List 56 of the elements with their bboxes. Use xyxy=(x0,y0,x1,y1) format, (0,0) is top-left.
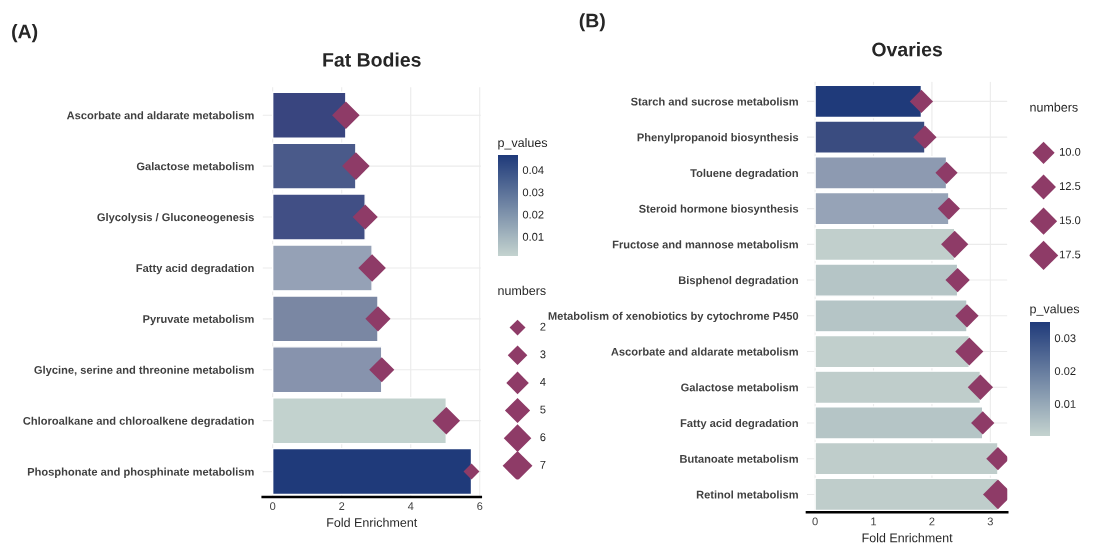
bar xyxy=(271,447,473,496)
color-bar-label: 0.03 xyxy=(1054,334,1076,343)
legend-label: 4 xyxy=(540,378,546,386)
legend-label: 2 xyxy=(540,322,546,331)
x-tick-label: 0 xyxy=(270,502,276,511)
legend-label: 5 xyxy=(540,405,546,414)
y-tick-label: Fatty acid degradation xyxy=(680,418,798,430)
legend-label: 17.5 xyxy=(1059,250,1081,259)
y-tick-label: Bisphenol degradation xyxy=(678,276,798,287)
y-tick-label: Phosphonate and phosphinate metabolism xyxy=(27,467,254,478)
text: (A) xyxy=(12,24,38,43)
color-bar-title: p_values xyxy=(1030,304,1080,316)
y-tick-label: Pyruvate metabolism xyxy=(143,314,254,326)
x-tick-label: 2 xyxy=(929,517,935,526)
y-tick-label: Fatty acid degradation xyxy=(136,263,254,275)
legend-label: 10.0 xyxy=(1059,147,1081,156)
x-tick-label: 2 xyxy=(339,502,345,510)
y-tick-label: Chloroalkane and chloroalkene degradation xyxy=(23,416,254,428)
legend-label: 15.0 xyxy=(1059,216,1081,225)
y-tick-label: Retinol metabolism xyxy=(696,490,798,499)
y-tick-label: Phenylpropanoid biosynthesis xyxy=(637,133,799,144)
y-tick-label: Fructose and mannose metabolism xyxy=(612,240,798,249)
y-tick-label: Starch and sucrose metabolism xyxy=(630,97,798,106)
y-tick-label: Glycine, serine and threonine metabolism xyxy=(34,365,254,377)
y-tick-label: Toluene degradation xyxy=(690,168,798,180)
color-bar-label: 0.03 xyxy=(522,188,544,197)
x-tick-label: 0 xyxy=(812,517,818,526)
legend-label: 6 xyxy=(540,433,546,442)
x-axis-title: Fold Enrichment xyxy=(862,533,953,543)
color-bar-label: 0.04 xyxy=(522,166,544,175)
legend-label: 12.5 xyxy=(1059,182,1081,190)
y-tick-label: Galactose metabolism xyxy=(136,162,254,171)
y-tick-label: Steroid hormone biosynthesis xyxy=(639,204,799,215)
color-bar-label: 0.01 xyxy=(522,232,544,241)
legend-title: numbers xyxy=(1030,102,1078,112)
x-tick-label: 3 xyxy=(987,517,993,526)
x-tick-label: 6 xyxy=(477,502,483,511)
y-tick-label: Ascorbate and aldarate metabolism xyxy=(66,111,254,120)
y-tick-label: Ascorbate and aldarate metabolism xyxy=(611,347,798,356)
legend-label: 3 xyxy=(540,350,546,359)
y-tick-label: Metabolism of xenobiotics by cytochrome P450 xyxy=(548,311,799,323)
y-tick-label: Glycolysis / Gluconeogenesis xyxy=(97,213,254,224)
text: (B) xyxy=(579,13,605,32)
x-axis-title: Fold Enrichment xyxy=(327,517,418,527)
color-bar-label: 0.01 xyxy=(1054,400,1076,408)
y-tick-label: Galactose metabolism xyxy=(681,383,798,392)
color-bar-label: 0.02 xyxy=(1054,367,1076,376)
chart-title: Ovaries xyxy=(872,42,942,57)
legend-title: numbers xyxy=(498,285,546,296)
y-tick-label: Butanoate metabolism xyxy=(680,454,798,463)
color-bar-label: 0.02 xyxy=(522,210,544,219)
x-tick-label: 4 xyxy=(407,502,414,510)
legend-label: 7 xyxy=(540,461,546,469)
x-tick-label: 1 xyxy=(871,517,877,526)
color-bar-title: p_values xyxy=(498,137,548,150)
chart-title: Fat Bodies xyxy=(323,52,421,67)
